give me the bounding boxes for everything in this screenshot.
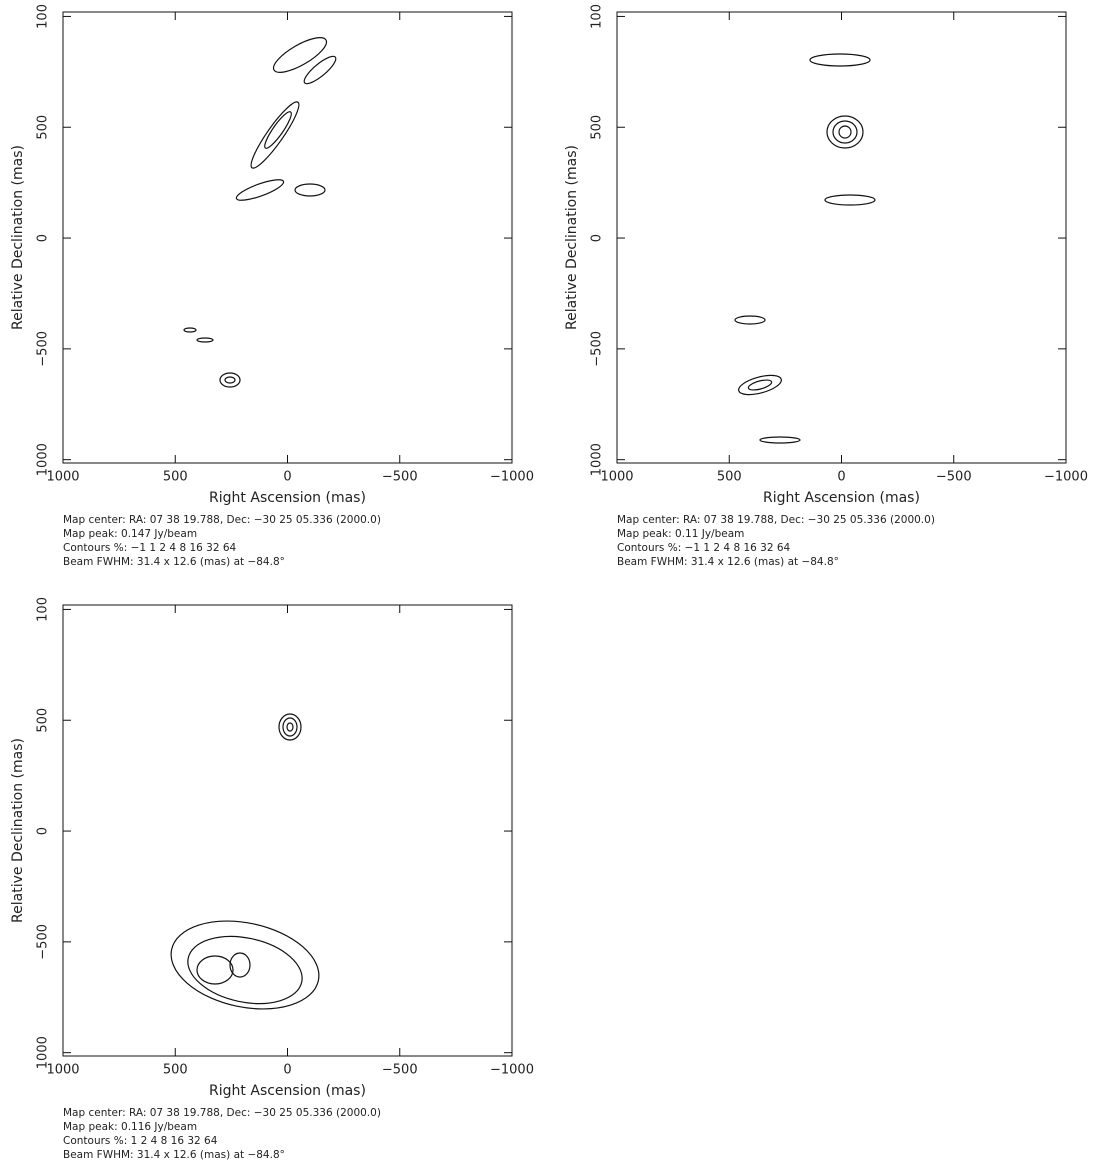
contour	[294, 183, 326, 197]
caption-line: Contours %: −1 1 2 4 8 16 32 64	[617, 542, 791, 554]
contour	[738, 374, 782, 396]
plot-frame	[62, 11, 513, 464]
contour	[759, 436, 801, 444]
x-tick-label: −1000	[490, 470, 534, 485]
y-tick-label: 500	[36, 708, 51, 733]
x-axis-label: Right Ascension (mas)	[763, 490, 920, 506]
y-tick-label: 500	[590, 115, 605, 140]
caption-line: Beam FWHM: 31.4 x 12.6 (mas) at −84.8°	[63, 1149, 285, 1161]
y-tick-label: −500	[36, 924, 51, 960]
caption-line: Map peak: 0.116 Jy/beam	[63, 1121, 197, 1133]
contour	[838, 125, 852, 139]
caption-line: Map center: RA: 07 38 19.788, Dec: −30 2…	[63, 1107, 381, 1119]
y-tick-label: 0	[590, 234, 605, 242]
contour	[187, 935, 303, 1005]
contour	[170, 920, 320, 1010]
contour	[832, 120, 858, 144]
contour	[196, 955, 234, 985]
x-axis-label: Right Ascension (mas)	[209, 1083, 366, 1099]
y-tick-label: 500	[36, 115, 51, 140]
y-axis-label: Relative Declination (mas)	[10, 145, 26, 330]
caption-line: Map peak: 0.147 Jy/beam	[63, 528, 197, 540]
x-tick-label: 0	[283, 1063, 291, 1078]
contour	[824, 194, 876, 206]
contour	[809, 53, 871, 67]
contour	[272, 37, 328, 73]
x-tick-label: −1000	[1044, 470, 1088, 485]
contour	[278, 713, 302, 741]
x-axis-label: Right Ascension (mas)	[209, 490, 366, 506]
y-tick-label: 0	[36, 234, 51, 242]
y-axis-label: Relative Declination (mas)	[10, 738, 26, 923]
y-axis-label: Relative Declination (mas)	[564, 145, 580, 330]
contours-panel-3	[170, 713, 320, 1010]
contour	[235, 179, 285, 201]
contour	[264, 111, 292, 149]
contour	[183, 327, 197, 333]
plot-frame	[62, 604, 513, 1057]
y-tick-label: 1000	[590, 443, 605, 476]
caption-line: Beam FWHM: 31.4 x 12.6 (mas) at −84.8°	[617, 556, 839, 568]
caption-line: Map peak: 0.11 Jy/beam	[617, 528, 744, 540]
contour	[229, 952, 251, 978]
contour	[747, 379, 773, 391]
x-tick-label: −1000	[490, 1063, 534, 1078]
x-tick-label: 500	[717, 470, 742, 485]
x-tick-label: 500	[163, 1063, 188, 1078]
caption-line: Beam FWHM: 31.4 x 12.6 (mas) at −84.8°	[63, 556, 285, 568]
contour	[286, 722, 294, 732]
contour	[826, 115, 864, 149]
x-tick-label: 500	[163, 470, 188, 485]
x-tick-label: 1000	[46, 1063, 79, 1078]
x-tick-label: −500	[382, 470, 418, 485]
y-tick-label: 100	[590, 4, 605, 29]
x-tick-label: 0	[837, 470, 845, 485]
x-tick-label: 1000	[46, 470, 79, 485]
x-tick-label: −500	[936, 470, 972, 485]
contour	[250, 101, 300, 169]
x-tick-label: −500	[382, 1063, 418, 1078]
plot-frame	[616, 11, 1067, 464]
caption-line: Map center: RA: 07 38 19.788, Dec: −30 2…	[617, 514, 935, 526]
x-tick-label: 1000	[600, 470, 633, 485]
x-tick-label: 0	[283, 470, 291, 485]
y-tick-label: 100	[36, 4, 51, 29]
y-tick-label: −500	[590, 331, 605, 367]
contour	[219, 372, 241, 388]
contour	[224, 376, 236, 384]
contour	[282, 717, 298, 737]
y-tick-label: 100	[36, 597, 51, 622]
caption-line: Contours %: 1 2 4 8 16 32 64	[63, 1135, 218, 1147]
y-tick-label: −500	[36, 331, 51, 367]
contour	[303, 55, 337, 85]
y-tick-label: 1000	[36, 443, 51, 476]
y-tick-label: 1000	[36, 1036, 51, 1069]
contour	[196, 337, 214, 343]
contours-panel-1	[183, 37, 337, 388]
caption-line: Map center: RA: 07 38 19.788, Dec: −30 2…	[63, 514, 381, 526]
caption-line: Contours %: −1 1 2 4 8 16 32 64	[63, 542, 237, 554]
y-tick-label: 0	[36, 827, 51, 835]
contour	[734, 315, 766, 325]
contours-panel-2	[734, 53, 876, 444]
